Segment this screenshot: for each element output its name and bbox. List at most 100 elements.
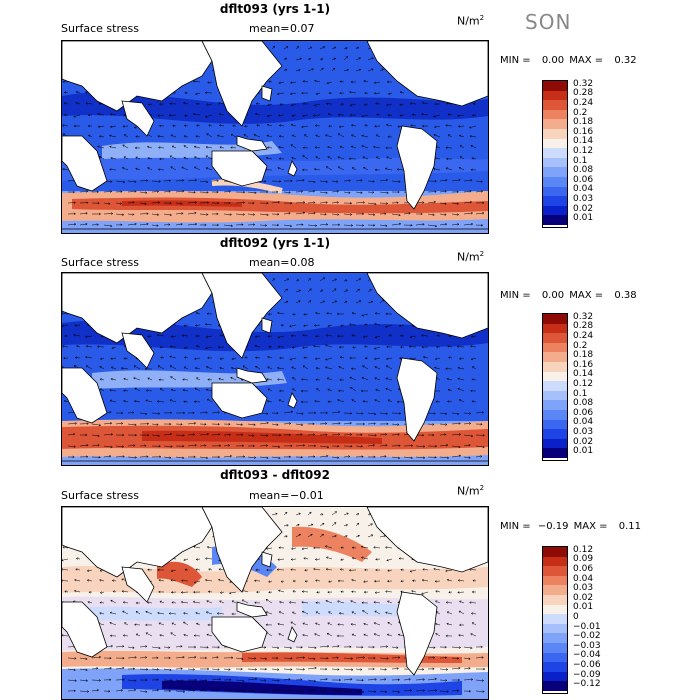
- stress-arrow-head: [193, 166, 197, 169]
- stress-arrow: [463, 679, 473, 681]
- stress-arrow-head: [158, 646, 161, 650]
- stress-arrow: [115, 456, 125, 458]
- stress-arrow-head: [448, 356, 451, 359]
- stress-arrow: [283, 535, 288, 538]
- stress-arrow: [223, 455, 232, 458]
- stress-arrow-head: [433, 366, 437, 370]
- stress-arrow-head: [362, 400, 365, 403]
- stress-arrow: [103, 445, 113, 448]
- stress-arrow: [325, 366, 333, 370]
- stress-arrow: [103, 434, 113, 436]
- stress-arrow-head: [315, 378, 318, 382]
- stress-arrow-head: [204, 346, 208, 350]
- stress-arrow: [439, 202, 447, 205]
- stress-arrow: [295, 46, 299, 50]
- stress-arrow-head: [289, 357, 292, 361]
- stress-arrow-head: [194, 357, 197, 360]
- stress-arrow: [471, 613, 477, 615]
- stress-arrow-head: [444, 656, 448, 659]
- stress-arrow: [331, 57, 336, 61]
- stress-arrow-head: [316, 590, 319, 594]
- stress-arrow-head: [98, 679, 102, 682]
- stress-arrow-head: [339, 356, 343, 359]
- stress-arrow-head: [206, 213, 209, 216]
- stress-arrow: [343, 434, 352, 436]
- stress-arrow-head: [278, 611, 282, 614]
- stress-arrow: [259, 690, 268, 693]
- stress-arrow-head: [183, 145, 186, 148]
- stress-arrow: [451, 667, 461, 670]
- panel-1-min-label: MIN =: [500, 55, 531, 66]
- stress-arrow: [280, 580, 285, 583]
- stress-arrow: [343, 180, 351, 182]
- stress-arrow-head: [204, 689, 208, 692]
- stress-arrow-head: [320, 289, 323, 292]
- stress-arrow-head: [422, 223, 425, 226]
- stress-arrow: [446, 602, 453, 604]
- panel-1-max-value: 0.32: [614, 55, 637, 66]
- stress-arrow: [151, 689, 159, 692]
- stress-arrow: [271, 423, 279, 426]
- colorbar-segment: [543, 400, 567, 410]
- stress-arrow: [291, 103, 297, 106]
- stress-arrow-head: [445, 157, 449, 161]
- stress-arrow: [79, 690, 89, 692]
- stress-arrow: [326, 334, 333, 337]
- stress-arrow: [373, 622, 381, 626]
- stress-arrow-head: [360, 389, 364, 393]
- stress-arrow: [387, 569, 393, 572]
- stress-arrow-head: [122, 433, 125, 437]
- stress-arrow: [434, 125, 441, 128]
- stress-arrow-head: [62, 568, 64, 571]
- stress-arrow-head: [109, 134, 112, 138]
- stress-arrow-head: [351, 590, 354, 593]
- stress-arrow-head: [469, 601, 472, 604]
- stress-arrow: [123, 601, 129, 604]
- stress-arrow-head: [327, 113, 331, 116]
- stress-arrow: [135, 168, 141, 171]
- stress-arrow: [362, 400, 369, 403]
- stress-arrow: [291, 366, 297, 370]
- panel-2-mean-value: 0.08: [290, 256, 315, 269]
- stress-arrow: [351, 579, 357, 582]
- panel-1-colorbar: [542, 80, 568, 228]
- stress-arrow-head: [195, 622, 199, 626]
- stress-arrow: [374, 357, 381, 360]
- stress-arrow-head: [205, 155, 208, 158]
- stress-arrow-head: [420, 212, 423, 216]
- stress-arrow: [362, 610, 369, 615]
- stress-arrow-head: [73, 115, 76, 118]
- stress-arrow-head: [345, 56, 349, 59]
- stress-arrow-head: [74, 422, 78, 425]
- colorbar-segment: [543, 119, 567, 129]
- stress-arrow-head: [194, 367, 198, 370]
- stress-arrow: [315, 367, 321, 370]
- colorbar-segment: [543, 138, 567, 149]
- stress-arrow: [307, 300, 311, 304]
- stress-arrow-head: [110, 224, 113, 228]
- stress-arrow: [339, 356, 345, 359]
- stress-arrow-head: [195, 334, 198, 338]
- stress-arrow: [331, 288, 337, 293]
- stress-arrow-head: [345, 279, 348, 282]
- stress-arrow-head: [111, 346, 114, 349]
- stress-arrow-head: [361, 365, 365, 368]
- stress-arrow-head: [313, 411, 317, 415]
- stress-arrow: [99, 156, 105, 160]
- colorbar-segment: [543, 662, 567, 672]
- stress-arrow-head: [444, 433, 447, 436]
- stress-arrow-head: [340, 558, 343, 561]
- stress-arrow-head: [435, 633, 438, 636]
- stress-arrow-head: [264, 180, 267, 183]
- stress-arrow-head: [230, 146, 233, 149]
- stress-arrow: [265, 599, 273, 604]
- stress-arrow: [427, 690, 437, 692]
- stress-arrow-head: [313, 168, 317, 171]
- stress-arrow-head: [458, 167, 462, 170]
- stress-arrow-head: [384, 212, 387, 216]
- stress-arrow-head: [231, 600, 235, 603]
- stress-arrow-head: [288, 191, 291, 194]
- stress-arrow: [277, 623, 285, 626]
- stress-arrow: [319, 423, 327, 425]
- stress-arrow-head: [64, 590, 67, 593]
